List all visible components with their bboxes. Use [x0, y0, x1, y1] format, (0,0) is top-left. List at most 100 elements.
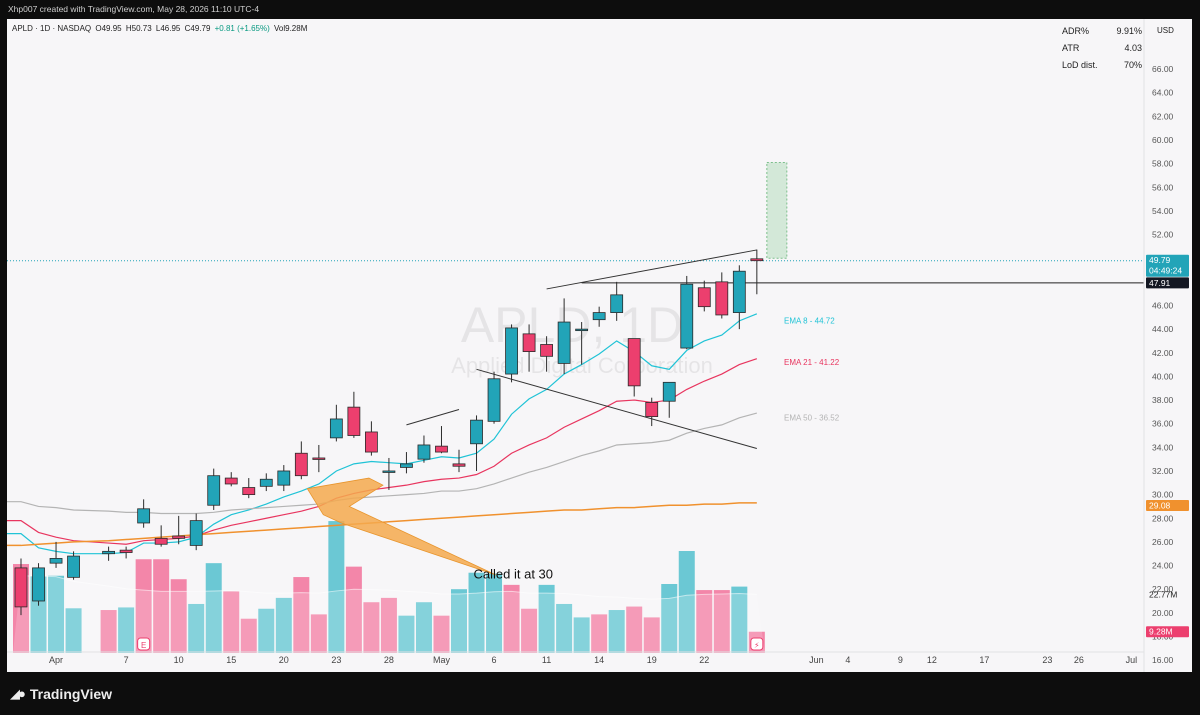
price-tag-value: 49.79 — [1149, 255, 1171, 265]
credit-line: Xhp007 created with TradingView.com, May… — [8, 4, 260, 14]
volume-bar — [258, 608, 275, 653]
volume-bar — [486, 573, 503, 653]
ema-line-ema-200 — [7, 502, 757, 547]
volume-bar — [713, 590, 730, 653]
candle-body — [470, 419, 483, 445]
y-tick-label: 46.00 — [1152, 300, 1174, 310]
candle-body — [610, 294, 624, 313]
candle-body — [557, 321, 571, 364]
x-tick-label: May — [433, 655, 451, 665]
candle-body — [49, 558, 63, 564]
candles — [14, 249, 764, 616]
volume-bar — [48, 575, 65, 653]
candle-body — [277, 470, 291, 486]
volume-bar — [433, 615, 450, 653]
candle-body — [154, 537, 168, 545]
candle-body — [417, 444, 431, 460]
stat-row-atr: ATR 4.03 — [1062, 43, 1142, 60]
y-tick-label: 22.00 — [1152, 584, 1174, 594]
candle-body — [32, 567, 45, 602]
volume-bar — [678, 551, 695, 653]
candle-body — [505, 327, 518, 375]
x-tick-label: 14 — [594, 655, 604, 665]
close-value: C49.79 — [184, 24, 211, 33]
candle-body — [680, 283, 694, 349]
x-tick-label: 26 — [1074, 655, 1084, 665]
candle-body — [715, 281, 729, 316]
y-tick-label: 54.00 — [1152, 206, 1174, 216]
x-tick-label: 20 — [279, 655, 289, 665]
symbol-name[interactable]: APLD · 1D · NASDAQ — [12, 24, 92, 33]
trend-line — [546, 249, 757, 290]
candle-body — [662, 381, 676, 402]
candle-body — [400, 463, 413, 468]
chart-area[interactable]: APLD, 1D Applied Digital Corporation Call… — [7, 19, 1192, 672]
volume-bar — [170, 579, 187, 653]
y-tick-label: 64.00 — [1152, 88, 1174, 98]
price-tag-value: 29.08 — [1149, 500, 1171, 510]
x-tick-label: 23 — [331, 655, 341, 665]
x-tick-label: 6 — [492, 655, 497, 665]
candle-body — [452, 463, 466, 467]
x-tick-label: 9 — [898, 655, 903, 665]
annotation-arrow-shape — [306, 477, 497, 576]
volume-bar — [661, 583, 678, 653]
x-tick-label: Apr — [49, 655, 63, 665]
volume-bar — [380, 597, 397, 653]
volume-value: Vol9.28M — [274, 24, 308, 33]
volume-bar — [626, 606, 643, 653]
x-tick-label: 17 — [979, 655, 989, 665]
price-tag-bg — [1146, 254, 1189, 277]
x-tick-label: 4 — [845, 655, 850, 665]
volume-bar — [328, 521, 345, 653]
candle-body — [697, 287, 711, 308]
y-tick-label: 20.00 — [1152, 608, 1174, 618]
earnings-marker — [137, 637, 151, 651]
stat-value: 70% — [1123, 60, 1142, 70]
volume-bar — [521, 608, 538, 653]
volume-bar — [275, 597, 292, 653]
candle-body — [294, 452, 308, 477]
ema-line-ema-50 — [7, 412, 757, 515]
ema-label: EMA 8 - 44.72 — [784, 317, 835, 326]
volume-tag-value: 22.77M — [1149, 589, 1177, 599]
currency-label: USD — [1157, 26, 1174, 35]
volume-bar — [223, 591, 240, 653]
ema-line-ema-21 — [7, 358, 758, 545]
ema-label: EMA 21 - 41.22 — [784, 358, 840, 367]
symbol-header: APLD · 1D · NASDAQ O49.95 H50.73 L46.95 … — [12, 24, 309, 33]
candle-body — [14, 567, 28, 608]
y-tick-label: 16.00 — [1152, 655, 1174, 665]
volume-bar — [345, 566, 362, 653]
target-box — [766, 161, 788, 259]
ema-label: EMA 50 - 36.52 — [784, 414, 840, 423]
volume-bar — [696, 590, 713, 653]
line-labels: EMA 8 - 44.72 EMA 21 - 41.22 EMA 50 - 36.5… — [784, 317, 840, 423]
x-tick-label: 23 — [1042, 655, 1052, 665]
annotation-text: Called it at 30 — [474, 567, 554, 582]
tradingview-logo[interactable]: ◢● TradingView — [10, 686, 112, 702]
x-tick-label: 28 — [384, 655, 394, 665]
volume-tag-value: 9.28M — [1149, 627, 1173, 637]
volume-bar — [415, 602, 432, 653]
volume-bar — [100, 610, 117, 653]
y-tick-label: 30.00 — [1152, 490, 1174, 500]
y-tick-label: 34.00 — [1152, 442, 1174, 452]
event-marker-icon — [750, 637, 764, 651]
candle-body — [627, 338, 641, 387]
annotation-arrow: Called it at 30 — [306, 477, 554, 582]
stat-label: ADR% — [1062, 26, 1090, 36]
volume-tag-bg — [1146, 626, 1189, 638]
candle-body — [312, 457, 326, 460]
volume-bar — [503, 584, 520, 653]
candle-body — [347, 406, 361, 436]
marker-glyph: E — [141, 641, 146, 650]
y-tick-label: 26.00 — [1152, 537, 1174, 547]
volume-bar — [591, 614, 608, 653]
y-tick-label: 38.00 — [1152, 395, 1174, 405]
x-tick-label: 10 — [174, 655, 184, 665]
stat-value: 4.03 — [1124, 43, 1142, 53]
tradingview-logo-icon: ◢● — [10, 686, 26, 701]
